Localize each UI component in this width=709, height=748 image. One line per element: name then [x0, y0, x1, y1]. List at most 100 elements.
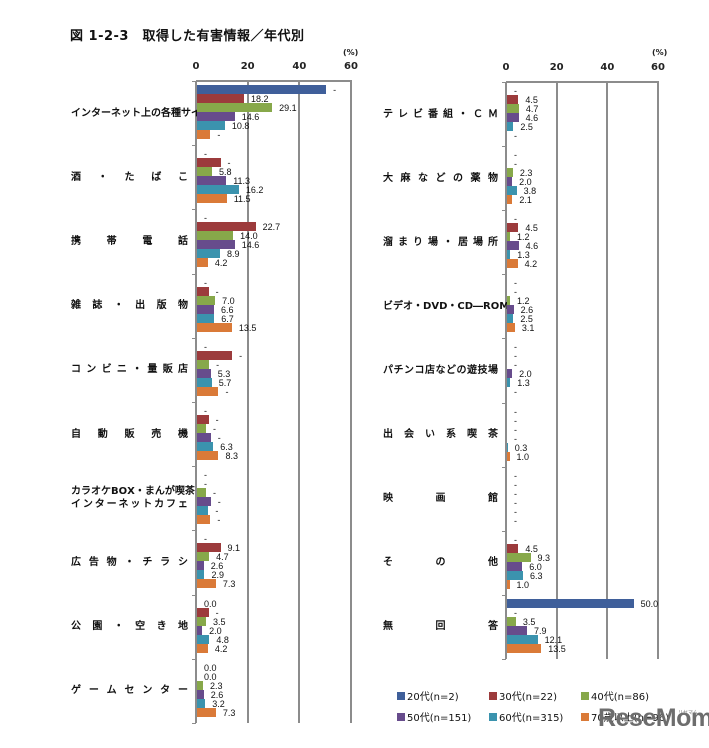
- value-label: -: [217, 497, 221, 508]
- bar: [507, 643, 542, 653]
- value-label: -: [514, 506, 517, 517]
- category-label-line: インターネットカフェ: [71, 499, 188, 511]
- value-label: 4.8: [216, 634, 229, 645]
- bar: [507, 625, 527, 635]
- legend-swatch-icon: [397, 712, 405, 721]
- category-label: 無回答: [383, 595, 498, 659]
- gridline: [350, 81, 352, 723]
- bar: [507, 259, 518, 269]
- category-label-line: 無回答: [383, 621, 498, 633]
- value-label: -: [514, 360, 517, 371]
- value-label: -: [514, 351, 517, 362]
- legend-label: 50代(n=151): [407, 713, 472, 724]
- legend-item-60s: 60代(n=315): [489, 709, 581, 724]
- bar: [507, 442, 508, 452]
- value-label: -: [204, 406, 207, 416]
- value-label: 6.0: [529, 561, 542, 572]
- value-label: 1.2: [517, 296, 530, 307]
- value-label: 11.3: [233, 176, 251, 187]
- legend-item-50s: 50代(n=151): [397, 709, 489, 724]
- value-label: -: [514, 479, 517, 490]
- value-label: -: [514, 488, 517, 499]
- value-label: -: [215, 286, 219, 297]
- bar: [507, 598, 634, 608]
- value-label: -: [213, 424, 217, 434]
- value-label: 7.3: [222, 579, 236, 590]
- value-label: 0.0: [204, 662, 217, 673]
- category-tick: [192, 530, 196, 531]
- value-label: 9.1: [227, 543, 241, 554]
- category-label-line: 大麻などの薬物: [383, 172, 498, 184]
- value-label: 3.5: [522, 616, 536, 627]
- category-tick: [192, 659, 196, 660]
- bar: [507, 305, 514, 315]
- value-label: 2.0: [209, 625, 222, 636]
- bar: [197, 488, 207, 498]
- figure-title: 図 1-2-3 取得した有害情報／年代別: [70, 29, 305, 44]
- category-label-line: コンビニ・量販店: [71, 364, 188, 376]
- value-label: -: [514, 424, 517, 435]
- bar: [197, 707, 216, 717]
- value-label: 2.1: [519, 195, 532, 206]
- category-label-line: テレビ番組・ Ｃ Ｍ: [383, 108, 498, 120]
- x-tick-label: 40: [292, 61, 307, 72]
- value-label: 4.2: [524, 259, 538, 270]
- category-tick: [502, 595, 506, 596]
- category-tick: [502, 274, 506, 275]
- bar: [507, 634, 538, 644]
- gridline: [657, 82, 659, 659]
- value-label: -: [514, 607, 517, 618]
- value-label: -: [514, 287, 517, 298]
- value-label: -: [514, 86, 517, 96]
- legend-label: 30代(n=22): [499, 692, 557, 703]
- value-label: -: [216, 359, 220, 370]
- legend-item-70plus: 70歳以上(n=96): [581, 709, 681, 724]
- bar: [197, 698, 206, 708]
- value-label: 5.3: [217, 368, 231, 379]
- bar: [197, 377, 212, 387]
- value-label: -: [333, 85, 337, 95]
- bar: [197, 304, 215, 314]
- bar: [507, 561, 523, 571]
- category-tick: [502, 338, 506, 339]
- bar: [507, 95, 519, 104]
- bar: [197, 607, 209, 617]
- bar: [197, 249, 220, 259]
- bar: [507, 552, 531, 562]
- bar: [507, 223, 519, 233]
- category-tick: [192, 723, 196, 724]
- value-label: -: [227, 158, 231, 169]
- value-label: 6.6: [221, 304, 234, 315]
- bar: [197, 433, 211, 442]
- category-label-line: 携帯電話: [71, 235, 188, 247]
- category-tick: [502, 146, 506, 147]
- bar: [197, 286, 209, 296]
- bar: [507, 232, 511, 242]
- value-label: -: [514, 278, 517, 289]
- value-label: -: [514, 214, 517, 225]
- value-label: -: [514, 470, 517, 481]
- bar: [197, 176, 227, 186]
- value-label: 4.5: [525, 543, 538, 554]
- bar: [197, 634, 210, 644]
- value-label: -: [217, 130, 221, 140]
- bar: [197, 185, 239, 195]
- bar: [197, 313, 215, 323]
- legend-label: 20代(n=2): [407, 692, 459, 703]
- value-label: 0.0: [204, 598, 217, 609]
- value-label: 4.6: [525, 241, 539, 252]
- value-label: -: [204, 534, 207, 545]
- value-label: -: [213, 488, 217, 499]
- value-label: -: [514, 497, 517, 508]
- category-label: パチンコ店などの遊技場: [383, 338, 498, 402]
- value-label: 4.5: [525, 95, 538, 105]
- value-label: 2.9: [211, 570, 224, 581]
- value-label: 1.3: [517, 250, 530, 261]
- bar: [197, 103, 273, 112]
- value-label: -: [514, 415, 517, 426]
- category-label-line: ゲームセンター: [71, 685, 188, 697]
- value-label: 11.5: [233, 194, 251, 205]
- category-label: 雑誌・出版物: [71, 274, 188, 338]
- bar: [507, 543, 519, 553]
